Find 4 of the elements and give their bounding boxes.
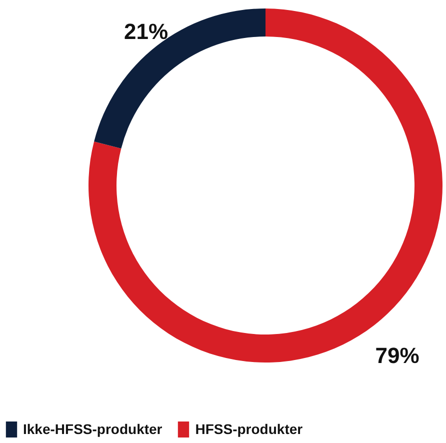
legend-label: HFSS-produkter	[195, 421, 303, 437]
data-label: 21%	[124, 18, 168, 44]
legend-label: Ikke-HFSS-produkter	[23, 421, 162, 437]
data-label: 79%	[375, 342, 420, 368]
